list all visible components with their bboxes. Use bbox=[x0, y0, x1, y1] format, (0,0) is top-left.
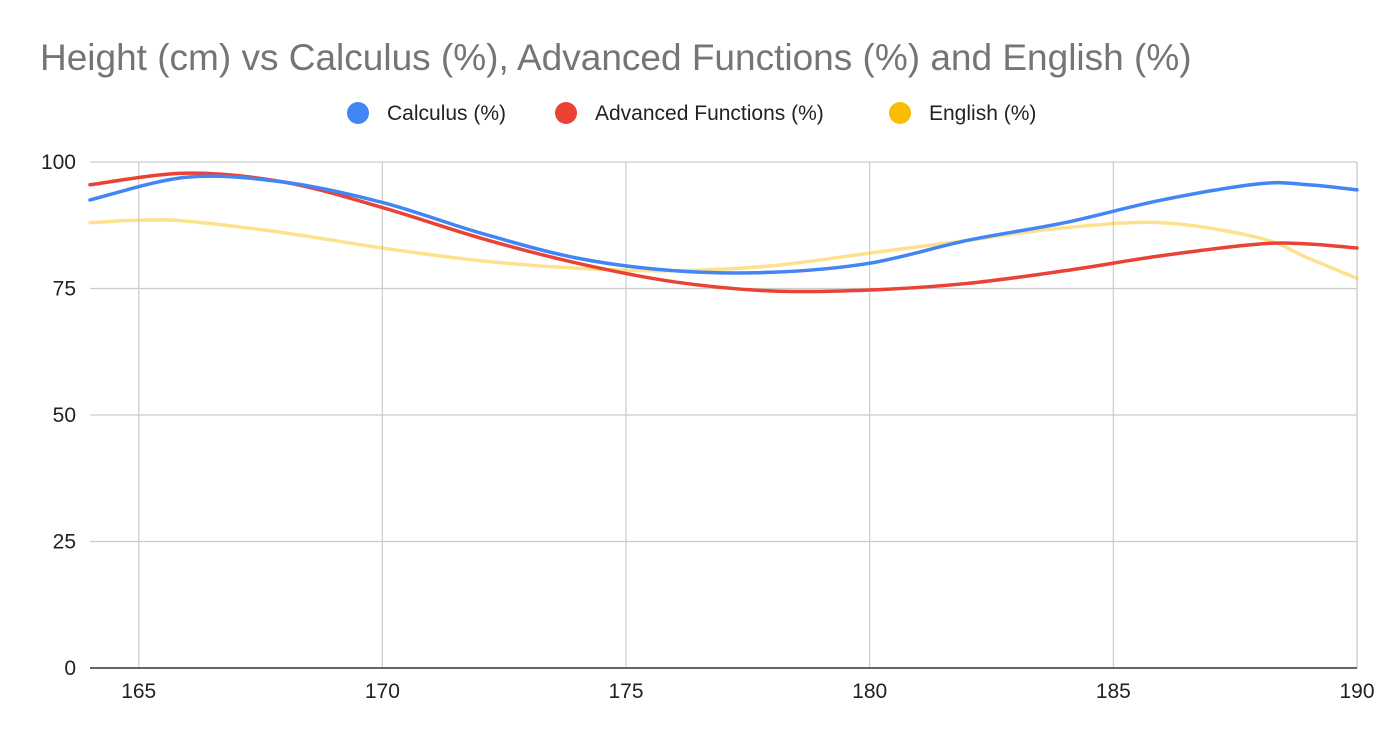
axis-layer: 0 25 50 75 100 165 170 175 180 185 190 bbox=[41, 151, 1375, 703]
y-tick-label: 0 bbox=[64, 657, 76, 680]
legend-marker bbox=[889, 102, 911, 124]
legend-label: Calculus (%) bbox=[387, 102, 506, 125]
grid bbox=[90, 161, 1358, 668]
series-line-calculus bbox=[88, 174, 1359, 275]
x-tick-label: 180 bbox=[852, 680, 887, 703]
legend-marker bbox=[347, 102, 369, 124]
legend-label: English (%) bbox=[929, 102, 1036, 125]
y-tick-label: 100 bbox=[41, 151, 76, 174]
x-tick-label: 170 bbox=[365, 680, 400, 703]
legend: Calculus (%) Advanced Functions (%) Englis… bbox=[347, 102, 1036, 125]
x-tick-label: 185 bbox=[1096, 680, 1131, 703]
x-tick-label: 190 bbox=[1339, 680, 1374, 703]
series-layer bbox=[88, 171, 1359, 294]
y-tick-label: 75 bbox=[53, 278, 76, 301]
legend-marker bbox=[555, 102, 577, 124]
y-tick-label: 25 bbox=[53, 531, 76, 554]
legend-label: Advanced Functions (%) bbox=[595, 102, 824, 125]
chart-title: Height (cm) vs Calculus (%), Advanced Fu… bbox=[40, 37, 1192, 78]
x-tick-label: 175 bbox=[609, 680, 644, 703]
y-tick-label: 50 bbox=[53, 404, 76, 427]
x-tick-label: 165 bbox=[121, 680, 156, 703]
series-line-english bbox=[88, 218, 1359, 281]
